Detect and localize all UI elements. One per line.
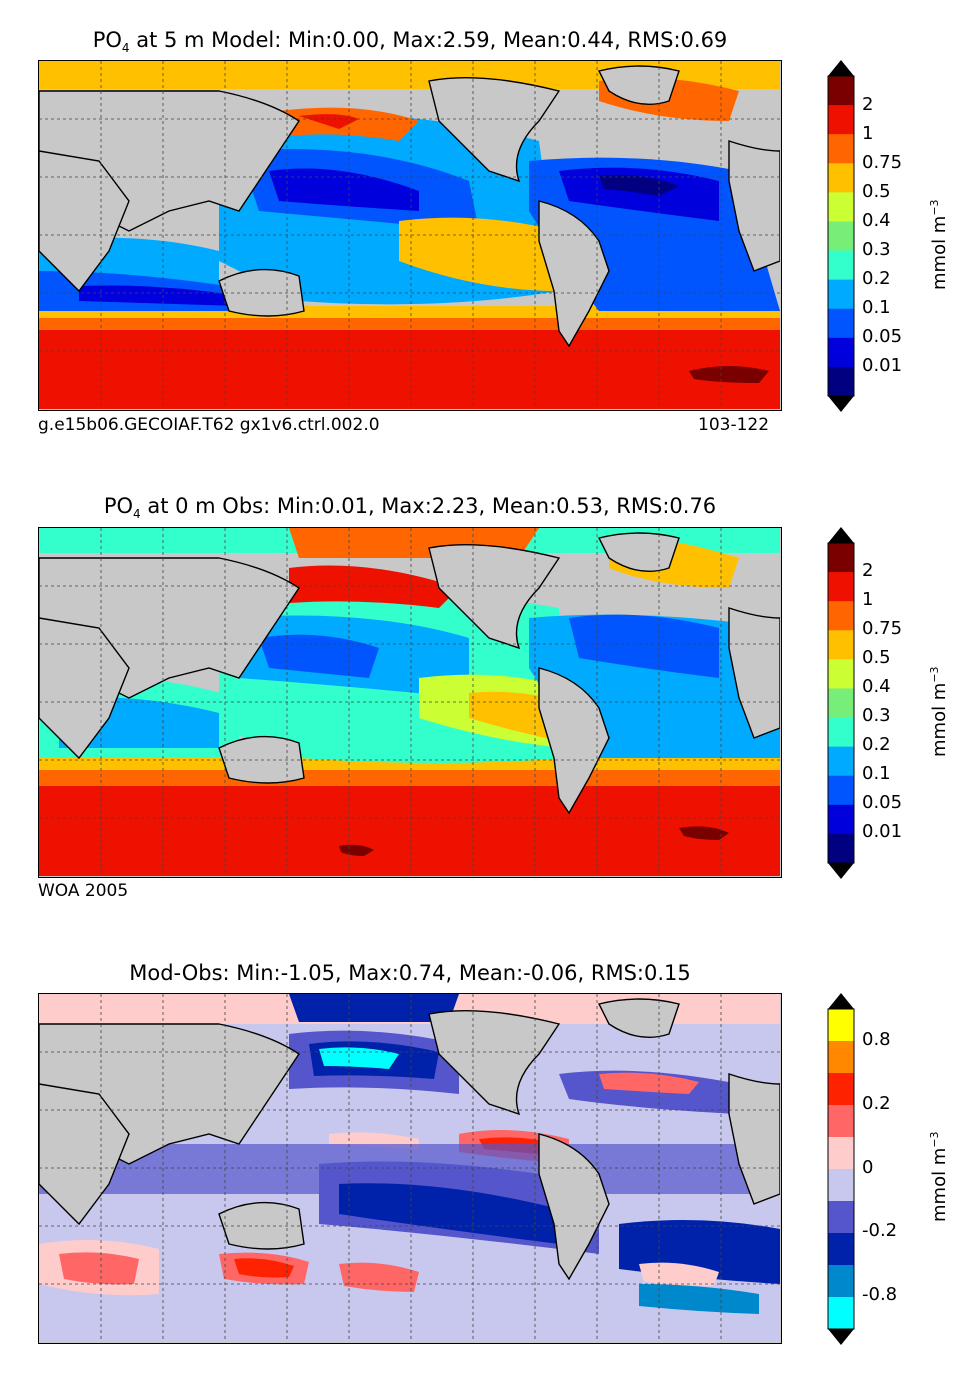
colorbar-segment bbox=[828, 279, 854, 310]
colorbar-unit: mmol m−3 bbox=[928, 1131, 950, 1222]
colorbar-segment bbox=[828, 746, 854, 777]
colorbar-tick: 0.8 bbox=[862, 1029, 891, 1050]
colorbar-segment bbox=[828, 337, 854, 368]
colorbar-segment bbox=[828, 775, 854, 806]
colorbar-segment bbox=[828, 221, 854, 252]
colorbar-tick: -0.2 bbox=[862, 1220, 898, 1241]
colorbar-tick: 0.75 bbox=[862, 618, 903, 639]
colorbar-segment bbox=[828, 105, 854, 135]
data-source: WOA 2005 bbox=[38, 881, 129, 901]
colorbar-segment bbox=[828, 1137, 854, 1170]
colorbar-segment bbox=[828, 659, 854, 689]
colorbar-tick: 0.05 bbox=[862, 792, 903, 813]
colorbar-extend-min bbox=[828, 863, 854, 879]
colorbar-segment bbox=[828, 1073, 854, 1106]
colorbar-extend-max bbox=[828, 60, 854, 76]
panel-title: Mod-Obs: Min:-1.05, Max:0.74, Mean:-0.06… bbox=[129, 961, 691, 985]
colorbar-extend-max bbox=[828, 993, 854, 1009]
colorbar-segment bbox=[828, 833, 854, 864]
colorbar-segment bbox=[828, 308, 854, 339]
colorbar-unit: mmol m−3 bbox=[928, 666, 950, 757]
colorbar-tick: 0.5 bbox=[862, 181, 891, 202]
colorbar-tick: 2 bbox=[862, 94, 874, 115]
colorbar-tick: 0.3 bbox=[862, 705, 891, 726]
colorbar-segment bbox=[828, 366, 854, 397]
colorbar-segment bbox=[828, 717, 854, 748]
colorbar-segment bbox=[828, 1265, 854, 1298]
colorbar-tick: 0.4 bbox=[862, 210, 891, 231]
colorbar-tick: 0.1 bbox=[862, 763, 891, 784]
year-range: 103-122 bbox=[698, 415, 770, 435]
map-diff bbox=[38, 993, 782, 1344]
colorbar-tick: 1 bbox=[862, 589, 874, 610]
colorbar-segment bbox=[828, 1009, 854, 1042]
colorbar-unit: mmol m−3 bbox=[928, 199, 950, 290]
colorbar-segment bbox=[828, 1169, 854, 1202]
colorbar-tick: 0.2 bbox=[862, 734, 891, 755]
colorbar-segment bbox=[828, 572, 854, 602]
colorbar-extend-min bbox=[828, 1329, 854, 1345]
colorbar-segment bbox=[828, 1201, 854, 1234]
colorbar-segment bbox=[828, 76, 854, 106]
colorbar-extend-min bbox=[828, 396, 854, 412]
colorbar-segment bbox=[828, 163, 854, 193]
colorbar bbox=[827, 993, 855, 1345]
colorbar-segment bbox=[828, 688, 854, 719]
colorbar bbox=[827, 60, 855, 412]
colorbar-segment bbox=[828, 1297, 854, 1330]
colorbar-tick: 1 bbox=[862, 123, 874, 144]
colorbar-tick: 0.1 bbox=[862, 297, 891, 318]
colorbar-segment bbox=[828, 1233, 854, 1266]
colorbar-tick: 2 bbox=[862, 560, 874, 581]
run-name: g.e15b06.GECOIAF.T62 gx1v6.ctrl.002.0 bbox=[38, 415, 380, 435]
colorbar-extend-max bbox=[828, 527, 854, 543]
colorbar-segment bbox=[828, 543, 854, 573]
colorbar-tick: 0.75 bbox=[862, 152, 903, 173]
colorbar-tick: 0.3 bbox=[862, 239, 891, 260]
colorbar-tick: 0.2 bbox=[862, 1093, 891, 1114]
colorbar-segment bbox=[828, 601, 854, 631]
colorbar-tick: 0.5 bbox=[862, 647, 891, 668]
colorbar bbox=[827, 527, 855, 879]
colorbar-segment bbox=[828, 250, 854, 281]
colorbar-segment bbox=[828, 1041, 854, 1074]
colorbar-segment bbox=[828, 192, 854, 222]
colorbar-tick: 0.2 bbox=[862, 268, 891, 289]
colorbar-tick: 0.01 bbox=[862, 355, 903, 376]
colorbar-tick: 0.4 bbox=[862, 676, 891, 697]
colorbar-tick: -0.8 bbox=[862, 1284, 898, 1305]
colorbar-segment bbox=[828, 804, 854, 835]
map-model bbox=[38, 60, 782, 411]
colorbar-segment bbox=[828, 1105, 854, 1138]
map-obs bbox=[38, 527, 782, 878]
colorbar-segment bbox=[828, 134, 854, 164]
colorbar-tick: 0 bbox=[862, 1157, 874, 1178]
panel-title: PO4 at 0 m Obs: Min:0.01, Max:2.23, Mean… bbox=[103, 494, 717, 522]
colorbar-segment bbox=[828, 630, 854, 660]
panel-title: PO4 at 5 m Model: Min:0.00, Max:2.59, Me… bbox=[92, 28, 728, 56]
colorbar-tick: 0.01 bbox=[862, 821, 903, 842]
colorbar-tick: 0.05 bbox=[862, 326, 903, 347]
